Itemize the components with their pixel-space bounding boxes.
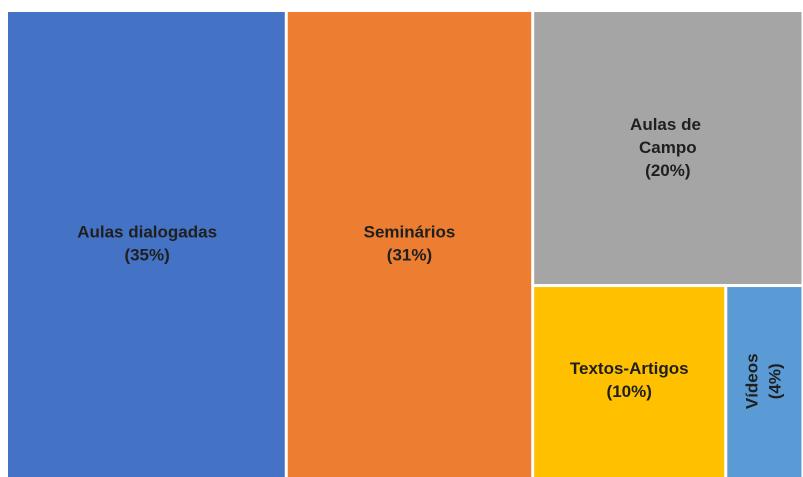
treemap-tile xyxy=(287,12,532,477)
tile-value: (20%) xyxy=(645,161,690,180)
tile-name: Textos-Artigos xyxy=(570,359,689,378)
tile-label: Seminários (31%) xyxy=(364,222,456,264)
tile-name: Vídeos xyxy=(742,353,761,409)
tile-label: Textos-Artigos (10%) xyxy=(570,359,689,401)
treemap-tile xyxy=(534,287,725,477)
tile-name: Aulas dialogadas xyxy=(77,222,217,241)
tile-value: (10%) xyxy=(607,382,652,401)
treemap-tile xyxy=(727,287,802,477)
tile-name: Seminários xyxy=(364,222,456,241)
treemap-tile xyxy=(534,12,802,285)
tile-value: (4%) xyxy=(765,363,784,399)
tile-name: Aulas de Campo xyxy=(630,115,706,157)
tile-label: Aulas dialogadas (35%) xyxy=(77,222,217,264)
tile-label: Aulas de Campo (20%) xyxy=(630,115,706,180)
tile-value: (35%) xyxy=(124,245,169,264)
treemap-tile xyxy=(8,12,285,477)
tile-label: Vídeos (4%) xyxy=(742,353,784,409)
tile-value: (31%) xyxy=(387,245,432,264)
